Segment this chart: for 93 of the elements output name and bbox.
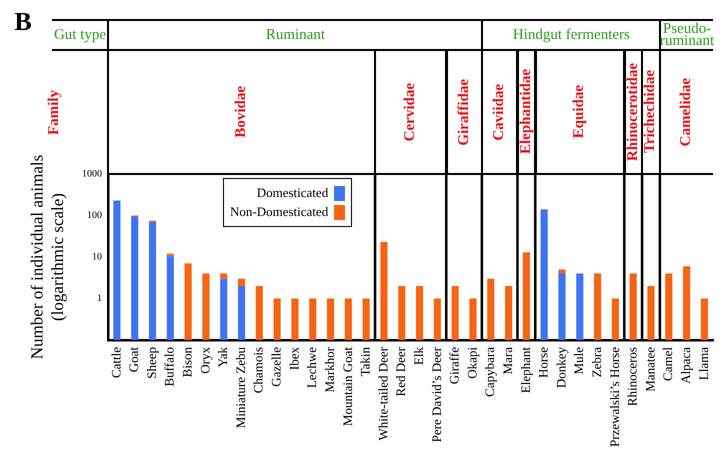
x-tick-label: Markhor [322,346,337,392]
bar [148,222,156,340]
x-tick-label: Pere David’s Deer [428,346,444,442]
x-tick-label: Yak [215,346,230,368]
x-tick-label: Capybara [482,346,498,397]
x-tick-label: Mara [500,346,515,374]
text: Cervidae [402,82,420,142]
bar [184,263,192,340]
x-tick-label: Bison [180,346,195,378]
bar [612,298,619,340]
text: B [13,6,33,38]
x-tick-label: Alpaca [678,346,694,384]
bar [683,266,690,340]
bar [238,286,246,340]
bar [220,278,228,340]
bar [344,298,352,340]
bar [220,274,228,279]
text: Equidae [571,85,588,139]
x-tick-label: Red Deer [393,346,408,396]
x-tick-label: Miniature Zebu [232,346,248,428]
text: Trichechidae [642,70,660,154]
text: Elephantidae [518,69,535,155]
text: Hindgut fermenters [512,27,630,43]
y-axis-title: Number of individual animals (logarithmic scale) [28,154,68,360]
x-tick-label: Giraffe [446,346,462,384]
x-tick-label: Lechwe [304,346,320,388]
text: Gut type [54,27,106,43]
x-tick-label: Manatee [642,346,658,392]
x-tick-label: Rhinoceros [624,347,640,406]
bar [522,252,530,340]
bar [576,274,584,340]
bar [166,254,174,256]
x-tick-label: Mountain Goat [340,346,355,426]
legend-label: Non-Domesticated [230,204,328,220]
bar [380,242,388,340]
x-tick-label: Przewalski’s Horse [606,346,622,448]
legend-label: Domesticated [256,185,328,201]
bar [166,256,174,340]
x-tick-label: Okapi [464,346,480,379]
bar [647,286,655,340]
text: Rhinocerotidae [624,62,642,162]
y-tick-label: 10 [92,252,102,263]
bar [505,286,512,340]
x-tick-label: Sheep [144,347,159,379]
x-tick-label: Takin [358,346,373,376]
bar [416,286,424,340]
bar [291,298,298,340]
bar [594,274,602,340]
bar [630,274,637,340]
x-tick-label: Gazelle [268,346,284,387]
bar [558,269,566,274]
y-tick-label: 100 [87,210,102,222]
x-tick-label: Camel [660,346,676,381]
bar [362,298,370,340]
y-tick-label: 1 [97,293,102,304]
text: Bovidae [233,86,250,138]
bar [202,274,210,340]
bar [326,298,334,340]
bar [558,274,566,340]
text: Family [46,90,62,134]
bar [452,286,459,340]
bar [238,278,246,286]
bar [113,200,120,340]
y-tick-label: 1000 [82,168,102,180]
x-tick-label: Oryx [197,346,212,374]
x-tick-label: Goat [126,346,142,372]
x-tick-label: Llama [696,346,711,380]
bar [665,274,672,340]
x-tick-label: Ibex [286,346,302,370]
x-tick-label: Chamois [250,347,266,394]
x-tick-label: White-tailed Deer [375,346,390,440]
bar [434,298,441,340]
text: Caviidae [491,84,508,140]
bar [700,298,708,340]
bar [256,286,263,340]
x-tick-label: Donkey [553,346,568,388]
text: Camelidae [678,78,696,146]
x-tick-label: Horse [536,346,551,378]
bar [487,278,494,340]
x-tick-label: Cattle [108,346,124,378]
bar [131,216,138,340]
x-tick-label: Buffalo [162,347,177,386]
x-tick-label: Mule [571,346,586,374]
bar [398,286,406,340]
text: Ruminant [266,27,326,43]
bar [469,298,477,340]
text: Giraffidae [456,78,473,146]
x-tick-label: Elephant [518,346,533,394]
bar [540,209,548,340]
bar [274,298,281,340]
x-tick-label: Elk [410,346,426,366]
x-tick-label: Zebra [589,346,604,378]
bar [309,298,316,340]
